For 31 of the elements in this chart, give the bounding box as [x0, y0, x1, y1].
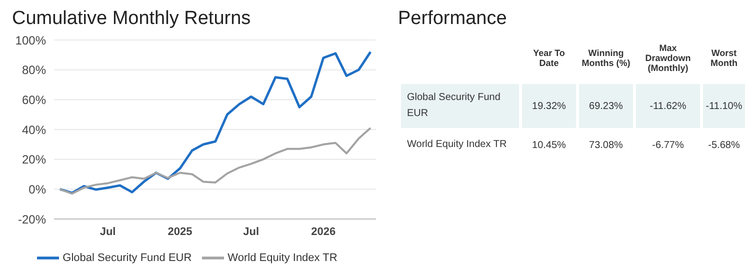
y-tick-label: 0%	[28, 182, 46, 196]
y-tick-label: 20%	[22, 152, 46, 167]
category-label: Worst Month	[710, 47, 738, 70]
category-label: Year To Date	[532, 47, 566, 70]
text: -11.10%	[706, 100, 742, 112]
text: 73.08%	[589, 140, 623, 150]
x-tick-label: Jul	[243, 226, 260, 238]
y-tick-label: 60%	[22, 92, 46, 107]
legend-label: World Equity Index TR	[228, 252, 338, 264]
text: 19.32%	[532, 100, 566, 112]
text: Performance	[398, 8, 508, 31]
category-label: Global Security Fund EUR	[407, 92, 500, 119]
x-tick-label: Jul	[100, 226, 116, 238]
text: 10.45%	[532, 140, 566, 150]
y-tick-label: 100%	[15, 33, 46, 48]
y-tick-label: 40%	[22, 122, 46, 137]
category-label: Winning Months (%)	[580, 47, 632, 70]
y-tick-label: 80%	[22, 63, 46, 78]
chart-title: Cumulative Monthly Returns	[12, 8, 252, 31]
text: -5.68%	[708, 140, 740, 150]
text: 69.23%	[589, 100, 623, 112]
text: -6.77%	[652, 140, 684, 150]
x-tick-label: 2025	[168, 226, 192, 238]
category-label: World Equity Index TR	[407, 139, 507, 150]
y-tick-label: -20%	[18, 212, 46, 226]
legend-label: Global Security Fund EUR	[62, 252, 192, 264]
line-series	[58, 127, 372, 195]
x-tick-label: 2026	[311, 226, 336, 238]
line-series	[58, 50, 372, 194]
category-label: Max Drawdown (Monthly)	[644, 42, 692, 75]
text: -11.62%	[650, 100, 686, 112]
